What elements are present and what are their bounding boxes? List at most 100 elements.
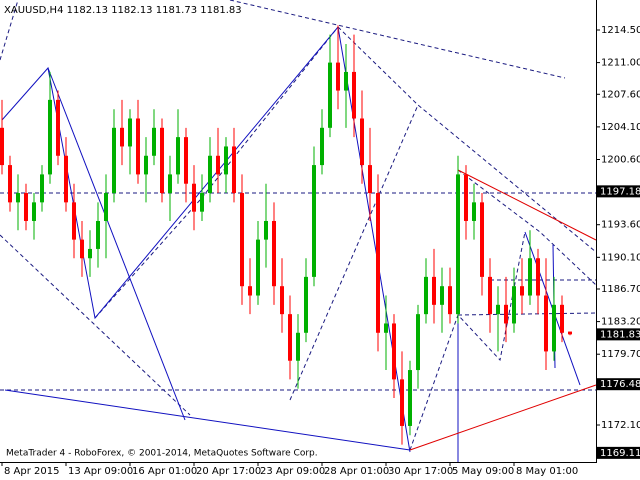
candle-body (336, 62, 340, 91)
candle-body (120, 127, 124, 147)
price-box-label: 1169.11 (600, 448, 640, 459)
candle-body (568, 331, 572, 335)
candle-body (96, 220, 100, 249)
candle-body (216, 155, 220, 175)
high: 1182.13 (111, 5, 152, 16)
trend-line (0, 0, 19, 61)
candle-body (472, 202, 476, 221)
x-tick-label: 8 May 01:00 (516, 466, 578, 477)
trend-line (0, 234, 191, 416)
close: 1181.83 (200, 5, 241, 16)
price-box-label: 1197.18 (600, 186, 640, 197)
y-tick-label: 1204.10 (601, 122, 640, 133)
candle-body (344, 71, 348, 91)
header: XAUUSD,H4 1182.13 1182.13 1181.73 1181.8… (4, 5, 242, 16)
price-box (597, 185, 640, 198)
price-box (597, 378, 640, 391)
candle-body (232, 146, 236, 194)
candle-body (408, 370, 412, 426)
candle-body (496, 304, 500, 315)
trend-line (229, 0, 566, 79)
candle-body (304, 276, 308, 333)
candle-body (0, 127, 4, 166)
candle-body (512, 286, 516, 324)
price-box (597, 328, 640, 341)
candle-body (48, 99, 52, 175)
y-tick-label: 1211.00 (601, 58, 640, 69)
x-tick-label: 8 Apr 2015 (4, 466, 59, 477)
candle-body (448, 286, 452, 315)
y-tick-label: 1172.10 (601, 420, 640, 431)
candle-body (248, 286, 252, 296)
low: 1181.73 (156, 5, 197, 16)
x-tick-label: 23 Apr 09:00 (260, 466, 325, 477)
candle-body (440, 286, 444, 305)
open: 1182.13 (67, 5, 108, 16)
candle-body (488, 276, 492, 315)
channel-line (409, 384, 597, 451)
candle-body (376, 193, 380, 333)
candle-body (144, 155, 148, 175)
candle-body (168, 174, 172, 194)
candle-body (544, 295, 548, 352)
red-lines (409, 169, 597, 451)
candle-body (200, 193, 204, 212)
y-tick-label: 1193.60 (601, 220, 640, 231)
candle-body (112, 127, 116, 194)
candle-body (400, 379, 404, 426)
candle-body (64, 155, 68, 203)
candle-body (328, 62, 332, 128)
trend-line (409, 231, 526, 451)
candle-body (152, 127, 156, 156)
candle-body (224, 146, 228, 175)
y-tick-label: 1214.50 (601, 25, 640, 36)
candle-body (520, 286, 524, 296)
candle-body (24, 193, 28, 221)
candle-body (432, 276, 436, 305)
candle-body (80, 239, 84, 259)
candle-body (288, 314, 292, 361)
price-box-label: 1181.83 (600, 329, 640, 340)
candle-body (280, 286, 284, 315)
x-tick-label: 30 Apr 17:00 (388, 466, 453, 477)
candle-body (192, 183, 196, 212)
candle-body (424, 276, 428, 315)
candle-body (480, 202, 484, 277)
candle-body (528, 258, 532, 296)
candle-body (352, 71, 356, 119)
candle-body (360, 118, 364, 166)
y-tick-label: 1186.70 (601, 284, 640, 295)
candle-body (88, 248, 92, 259)
x-tick-label: 5 May 09:00 (452, 466, 514, 477)
candle-body (56, 99, 60, 156)
candle-body (160, 127, 164, 194)
x-tick-label: 16 Apr 01:00 (132, 466, 197, 477)
price-box-label: 1176.48 (600, 379, 640, 390)
candle-body (256, 239, 260, 296)
candle-body (176, 137, 180, 175)
x-tick-label: 13 Apr 09:00 (68, 466, 133, 477)
candle-body (240, 193, 244, 287)
candle-body (184, 137, 188, 184)
candle-body (312, 165, 316, 277)
candle-body (552, 304, 556, 352)
candle-body (536, 258, 540, 296)
price-box (597, 446, 640, 459)
y-tick-label: 1200.60 (601, 154, 640, 165)
candle-body (16, 193, 20, 203)
y-tick-label: 1179.70 (601, 349, 640, 360)
candle-body (104, 193, 108, 221)
candle-body (208, 155, 212, 194)
candle-body (416, 314, 420, 371)
trend-line (289, 104, 419, 401)
candle-body (136, 118, 140, 175)
candle-body (320, 127, 324, 166)
symbol: XAUUSD,H4 (4, 5, 63, 16)
candle-body (40, 174, 44, 203)
candle-body (464, 174, 468, 221)
trend-line (457, 169, 597, 286)
y-tick-label: 1183.20 (601, 317, 640, 328)
candle-body (384, 323, 388, 333)
level-line (457, 312, 597, 316)
